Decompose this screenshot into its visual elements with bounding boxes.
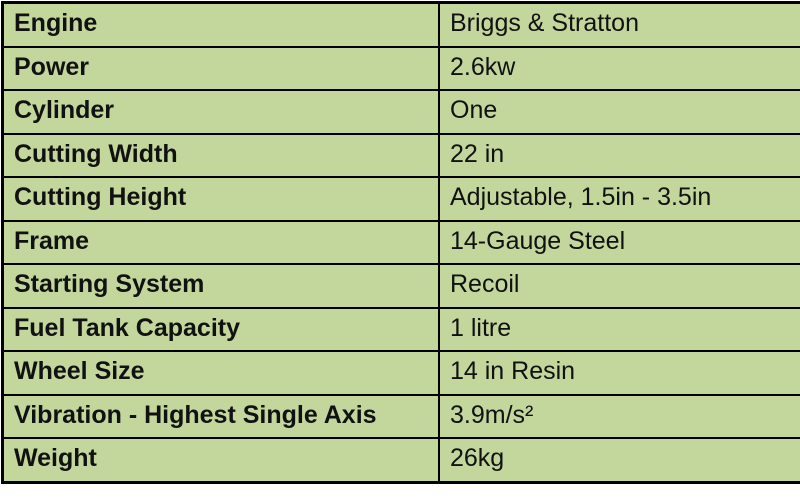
spec-label: Power <box>3 47 440 91</box>
table-row: Frame 14-Gauge Steel <box>3 221 800 265</box>
spec-value: 14 in Resin <box>439 351 800 395</box>
table-row: Cylinder One <box>3 90 800 134</box>
spec-value: Adjustable, 1.5in - 3.5in <box>439 177 800 221</box>
table-row: Engine Briggs & Stratton <box>3 3 800 47</box>
spec-label: Cutting Height <box>3 177 440 221</box>
spec-value: Recoil <box>439 264 800 308</box>
spec-value: 1 litre <box>439 308 800 352</box>
spec-value: Briggs & Stratton <box>439 3 800 47</box>
table-row: Power 2.6kw <box>3 47 800 91</box>
spec-label: Starting System <box>3 264 440 308</box>
spec-label: Engine <box>3 3 440 47</box>
spec-label: Cylinder <box>3 90 440 134</box>
spec-label: Wheel Size <box>3 351 440 395</box>
table-row: Cutting Width 22 in <box>3 134 800 178</box>
spec-label: Cutting Width <box>3 134 440 178</box>
spec-table: Engine Briggs & Stratton Power 2.6kw Cyl… <box>1 1 800 484</box>
table-row: Vibration - Highest Single Axis 3.9m/s² <box>3 395 800 439</box>
spec-value: 2.6kw <box>439 47 800 91</box>
spec-value: 14-Gauge Steel <box>439 221 800 265</box>
spec-label: Weight <box>3 438 440 482</box>
spec-value: 26kg <box>439 438 800 482</box>
spec-table-body: Engine Briggs & Stratton Power 2.6kw Cyl… <box>3 3 800 483</box>
table-row: Fuel Tank Capacity 1 litre <box>3 308 800 352</box>
spec-label: Fuel Tank Capacity <box>3 308 440 352</box>
spec-value: 22 in <box>439 134 800 178</box>
table-row: Weight 26kg <box>3 438 800 482</box>
table-row: Starting System Recoil <box>3 264 800 308</box>
spec-value: 3.9m/s² <box>439 395 800 439</box>
spec-value: One <box>439 90 800 134</box>
table-row: Cutting Height Adjustable, 1.5in - 3.5in <box>3 177 800 221</box>
table-row: Wheel Size 14 in Resin <box>3 351 800 395</box>
spec-label: Frame <box>3 221 440 265</box>
spec-label: Vibration - Highest Single Axis <box>3 395 440 439</box>
